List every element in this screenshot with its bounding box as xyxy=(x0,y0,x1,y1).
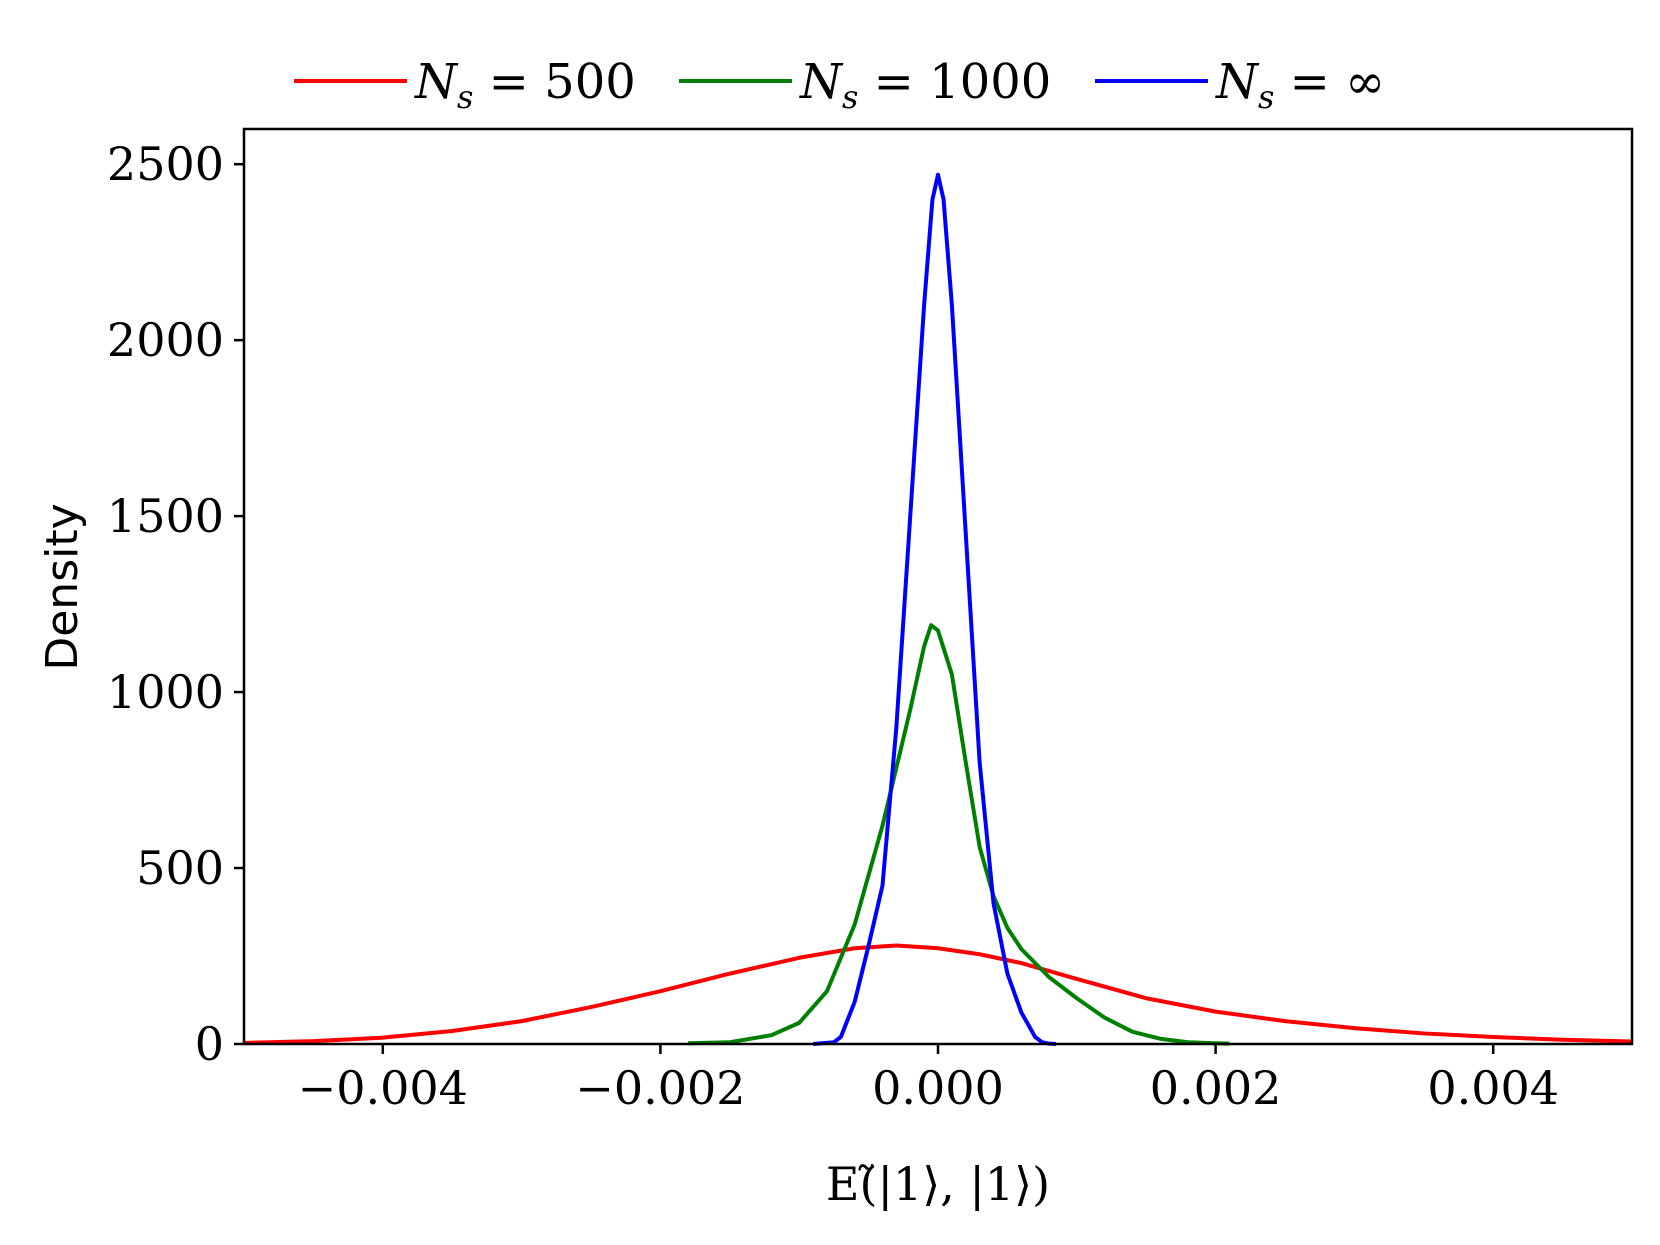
y-tick-label: 1000 xyxy=(107,665,224,719)
y-tick-label: 500 xyxy=(136,841,224,895)
legend-label: Ns = ∞ xyxy=(1215,54,1385,116)
legend-label: Ns = 1000 xyxy=(799,54,1051,116)
legend-label: Ns = 500 xyxy=(414,54,636,116)
y-axis: 0 500 1000 1500 2000 2500 xyxy=(107,137,244,1071)
legend-item-1: Ns = 1000 xyxy=(679,54,1051,116)
y-tick-label: 1500 xyxy=(107,489,224,543)
legend: Ns = 500 Ns = 1000 Ns = ∞ xyxy=(294,54,1385,116)
series-layer xyxy=(243,172,1633,1046)
series-line-0 xyxy=(243,943,1633,1045)
x-tick-label: 0.004 xyxy=(1427,1061,1559,1115)
plot-frame xyxy=(242,127,1634,1046)
y-tick-label: 2500 xyxy=(107,137,224,191)
legend-item-0: Ns = 500 xyxy=(294,54,636,116)
series-line-2 xyxy=(812,172,1057,1046)
x-tick-label: −0.004 xyxy=(298,1061,468,1115)
x-tick-label: 0.000 xyxy=(872,1061,1004,1115)
x-axis-label-text: E(̃|1⟩, |1⟩) xyxy=(826,1157,1050,1211)
x-axis-label: E(̃|1⟩, |1⟩) xyxy=(826,1157,1050,1211)
legend-item-2: Ns = ∞ xyxy=(1095,54,1385,116)
x-tick-label: −0.002 xyxy=(575,1061,745,1115)
x-axis: −0.004 −0.002 0.000 0.002 0.004 xyxy=(298,1044,1559,1115)
series-line-1 xyxy=(688,623,1230,1046)
x-tick-label: 0.002 xyxy=(1150,1061,1282,1115)
y-axis-label: Density xyxy=(37,503,88,670)
y-tick-label: 0 xyxy=(195,1017,224,1071)
y-tick-label: 2000 xyxy=(107,313,224,367)
